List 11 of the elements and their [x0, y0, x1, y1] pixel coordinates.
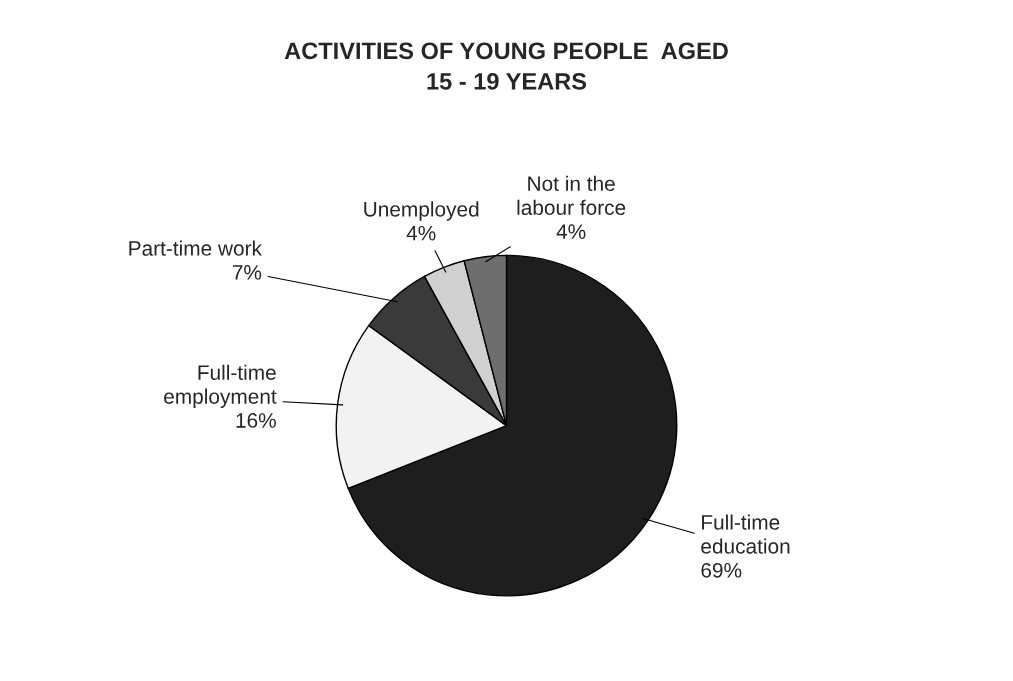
chart-title: ACTIVITIES OF YOUNG PEOPLE AGED 15 - 19 YEARS: [284, 42, 728, 90]
slice-label: Full-time education: [701, 514, 790, 554]
slice-label: Not in the labour force: [517, 175, 626, 216]
data-label: 16%: [236, 413, 276, 428]
data-label: 7%: [232, 265, 262, 280]
slice-label: Full-time employment: [164, 364, 277, 409]
data-label: 4%: [556, 224, 586, 239]
slice-label: Part-time work: [129, 240, 262, 256]
slice-label: Unemployed: [364, 201, 479, 221]
data-label: 69%: [701, 562, 742, 578]
data-label: 4%: [406, 225, 436, 241]
